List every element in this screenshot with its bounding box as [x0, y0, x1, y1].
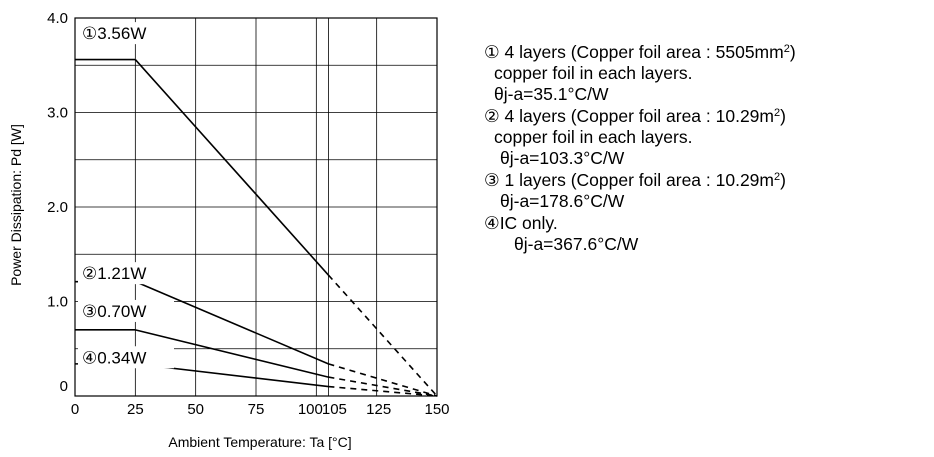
- series-annotation: ①3.56W: [82, 24, 146, 43]
- y-tick-label: 1.0: [47, 294, 68, 311]
- legend-entry-3: ③ 1 layers (Copper foil area : 10.29m2) …: [484, 170, 929, 212]
- legend-entry-1: ① 4 layers (Copper foil area : 5505mm2) …: [484, 42, 929, 105]
- series-3-segment: [135, 329, 329, 378]
- legend-2-close: ): [780, 106, 786, 126]
- legend-1-title: ① 4 layers (Copper foil area : 5505mm: [484, 42, 784, 62]
- legend-3-title: ③ 1 layers (Copper foil area : 10.29m: [484, 170, 774, 190]
- x-tick-label: 125: [366, 401, 391, 418]
- y-tick-label: 4.0: [47, 10, 68, 27]
- plot-frame: [74, 17, 438, 397]
- y-tick-labels: 0 1.0 2.0 3.0 4.0: [47, 10, 68, 395]
- x-tick-label: 105: [322, 401, 347, 418]
- series-annotations: ①3.56W ②1.21W ③0.70W ④0.34W: [78, 22, 174, 369]
- grid-lines: [74, 18, 438, 396]
- series-annotation: ④0.34W: [82, 348, 146, 367]
- legend-1-sup: 2: [783, 43, 790, 55]
- legend-2-theta: θj-a=103.3°C/W: [500, 148, 625, 168]
- series-4-segment: [328, 385, 438, 397]
- legend: ① 4 layers (Copper foil area : 5505mm2) …: [484, 42, 929, 256]
- legend-3-theta: θj-a=178.6°C/W: [500, 191, 625, 211]
- y-tick-label: 0: [60, 378, 68, 395]
- y-tick-label: 2.0: [47, 199, 68, 216]
- legend-1-close: ): [789, 42, 796, 62]
- annotation-bg: [78, 299, 174, 322]
- legend-4-theta: θj-a=367.6°C/W: [514, 234, 639, 254]
- legend-3-sup: 2: [774, 171, 781, 183]
- legend-2-title: ② 4 layers (Copper foil area : 10.29m: [484, 106, 774, 126]
- series-1-segment: [134, 59, 329, 276]
- x-tick-label: 75: [248, 401, 265, 418]
- legend-3-close: ): [780, 170, 786, 190]
- y-axis-label: Power Dissipation: Pd [W]: [8, 124, 24, 286]
- legend-1-theta: θj-a=35.1°C/W: [494, 84, 609, 104]
- legend-1-desc: copper foil in each layers.: [494, 63, 693, 83]
- series-annotation: ②1.21W: [82, 264, 146, 283]
- x-tick-label: 100: [298, 401, 323, 418]
- annotation-bg: [78, 262, 174, 285]
- legend-2-desc: copper foil in each layers.: [494, 127, 693, 147]
- x-tick-label: 50: [187, 401, 204, 418]
- legend-2-sup: 2: [774, 107, 781, 119]
- x-tick-label: 150: [424, 401, 449, 418]
- legend-entry-2: ② 4 layers (Copper foil area : 10.29m2) …: [484, 106, 929, 169]
- series-3-segment: [328, 376, 438, 397]
- legend-4-title: ④IC only.: [484, 213, 558, 233]
- annotation-bg: [78, 22, 174, 45]
- series-2-segment: [135, 280, 329, 365]
- annotation-bg: [78, 346, 174, 369]
- y-tick-label: 3.0: [47, 105, 68, 122]
- series-2-segment: [328, 363, 438, 397]
- series-annotation: ③0.70W: [82, 302, 146, 321]
- plot-border: [74, 17, 438, 397]
- derating-chart: 0 25 50 75 100 105 125 150 0 1.0 2.0 3.0 4.0 ①3.56W…: [8, 10, 450, 450]
- series-1-segment: [327, 274, 438, 397]
- x-tick-labels: 0 25 50 75 100 105 125 150: [71, 401, 450, 418]
- legend-entry-4: ④IC only. θj-a=367.6°C/W: [484, 213, 929, 255]
- x-tick-label: 0: [71, 401, 79, 418]
- x-axis-label: Ambient Temperature: Ta [°C]: [168, 434, 351, 450]
- x-tick-label: 25: [127, 401, 144, 418]
